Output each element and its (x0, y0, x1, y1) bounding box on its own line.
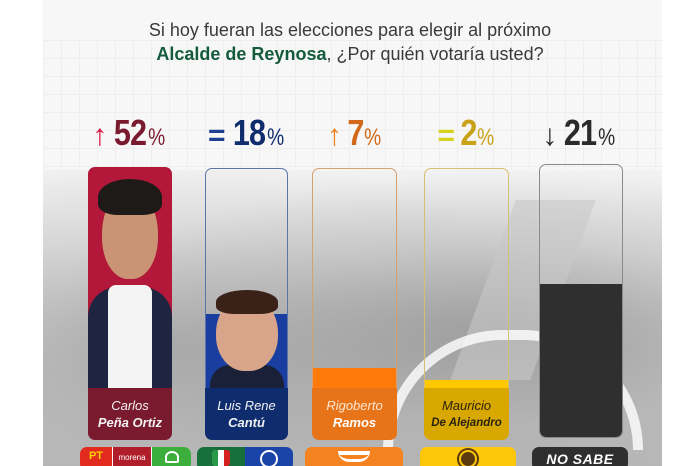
trend-down-icon: ↓ (542, 119, 558, 152)
party-logo-morena: morena (113, 447, 151, 466)
party-logo-movimiento-ciudadano (305, 447, 403, 466)
question-highlight: Alcalde de Reynosa (156, 44, 327, 64)
bar-fill-ramos (313, 368, 396, 388)
parties-cantu (197, 447, 293, 466)
pan-emblem-icon (260, 450, 278, 466)
party-logo-pt: PT (80, 447, 112, 466)
trend-up-icon: ↑ (92, 119, 108, 152)
name-plate-ramos: Rigoberto Ramos (312, 388, 397, 440)
candidate-first-name: Mauricio (441, 397, 492, 413)
eagle-icon (338, 451, 370, 462)
bar-de-alejandro (424, 168, 509, 388)
percent-sign: % (363, 124, 382, 151)
pri-emblem-icon (212, 450, 230, 466)
parties-de-alejandro (420, 447, 516, 466)
percent-sign: % (598, 124, 616, 151)
percent-pena-ortiz: ↑ 52 % (80, 112, 180, 154)
percent-sign: % (477, 124, 495, 151)
bar-fill-de-alejandro (425, 380, 508, 388)
percent-cantu: = 18 % (197, 112, 297, 154)
party-logo-pri (197, 447, 245, 466)
percent-no-sabe: ↓ 21 % (530, 112, 630, 154)
percent-value: 2 (460, 112, 478, 153)
candidate-photo-hair (98, 179, 162, 215)
toucan-icon (164, 451, 179, 463)
name-plate-pena-ortiz: Carlos Peña Ortiz (88, 388, 172, 440)
candidate-first-name: Luis Rene (217, 397, 276, 413)
percent-value: 7 (347, 112, 364, 153)
name-plate-de-alejandro: Mauricio De Alejandro (424, 388, 509, 440)
poll-question: Si hoy fueran las elecciones para elegir… (0, 18, 700, 66)
name-plate-cantu: Luis Rene Cantú (205, 388, 288, 440)
question-line-1: Si hoy fueran las elecciones para elegir… (148, 20, 552, 40)
percent-sign: % (148, 124, 166, 151)
candidate-photo-shirt (108, 285, 152, 388)
question-line-2: Alcalde de Reynosa, ¿Por quién votaría u… (0, 42, 700, 66)
bar-pena-ortiz (88, 167, 172, 388)
no-sabe-label-box: NO SABE (532, 447, 628, 466)
candidate-first-name: Rigoberto (326, 397, 383, 413)
percent-sign: % (266, 124, 284, 151)
trend-equal-icon: = (208, 119, 226, 152)
party-logo-prd (420, 447, 516, 466)
candidate-photo-hair (216, 290, 278, 314)
candidate-last-name: Cantú (228, 414, 265, 430)
percent-de-alejandro: = 2 % (417, 112, 517, 154)
party-logo-pan (245, 447, 293, 466)
bar-no-sabe (539, 164, 623, 438)
parties-ramos (305, 447, 403, 466)
candidate-last-name: De Alejandro (431, 416, 502, 429)
bar-ramos (312, 168, 397, 388)
trend-equal-icon: = (437, 119, 456, 152)
bar-fill-no-sabe (540, 284, 622, 437)
bar-cantu (205, 168, 288, 388)
sun-icon (461, 452, 475, 466)
candidate-last-name: Peña Ortiz (97, 414, 163, 430)
parties-pena-ortiz: PT morena (80, 447, 191, 466)
percent-value: 52 (114, 112, 147, 153)
logo-divider (112, 447, 113, 466)
logo-divider (151, 447, 152, 466)
candidate-last-name: Ramos (332, 414, 377, 430)
percent-value: 18 (232, 112, 265, 153)
candidate-photo-jacket (210, 365, 284, 388)
question-rest: , ¿Por quién votaría usted? (326, 44, 544, 64)
party-logo-pvem (152, 447, 191, 466)
trend-up-icon: ↑ (326, 119, 342, 152)
percent-value: 21 (564, 112, 597, 153)
no-sabe-label: NO SABE (546, 451, 614, 466)
candidate-first-name: Carlos (111, 397, 149, 413)
percent-ramos: ↑ 7 % (305, 112, 405, 154)
